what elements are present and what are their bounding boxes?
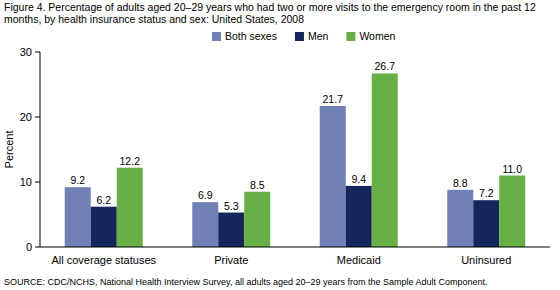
data-label: 7.2 bbox=[479, 187, 494, 199]
data-label: 21.7 bbox=[323, 93, 344, 105]
bar bbox=[499, 176, 525, 248]
x-axis bbox=[40, 247, 550, 248]
legend-label: Women bbox=[359, 30, 395, 42]
y-tick-label: 30 bbox=[20, 46, 32, 58]
y-tick-label: 20 bbox=[20, 111, 32, 123]
legend-swatch bbox=[346, 32, 355, 41]
bar bbox=[91, 207, 117, 247]
data-label: 9.4 bbox=[351, 173, 366, 185]
legend-swatch bbox=[212, 32, 221, 41]
data-label: 6.9 bbox=[198, 189, 213, 201]
bar bbox=[346, 186, 372, 247]
bar bbox=[447, 190, 473, 247]
data-label: 8.8 bbox=[453, 177, 468, 189]
y-tick-label: 10 bbox=[20, 176, 32, 188]
y-tick bbox=[35, 182, 40, 183]
data-label: 9.2 bbox=[70, 174, 85, 186]
y-tick bbox=[35, 247, 40, 248]
y-tick bbox=[35, 52, 40, 53]
y-axis bbox=[40, 52, 41, 247]
legend-swatch bbox=[295, 32, 304, 41]
source: SOURCE: CDC/NCHS, National Health Interv… bbox=[4, 277, 488, 287]
x-tick-label: Private bbox=[214, 254, 248, 266]
bar bbox=[320, 106, 346, 247]
x-tick-label: Uninsured bbox=[461, 254, 511, 266]
data-label: 8.5 bbox=[250, 179, 265, 191]
bar bbox=[244, 192, 270, 247]
y-tick bbox=[35, 117, 40, 118]
bar bbox=[372, 73, 398, 247]
title-line: months, by health insurance status and s… bbox=[4, 13, 304, 25]
y-axis-label: Percent bbox=[3, 131, 15, 169]
legend-label: Men bbox=[308, 30, 329, 42]
x-tick-label: All coverage statuses bbox=[51, 254, 156, 266]
data-label: 6.2 bbox=[96, 194, 111, 206]
y-tick-label: 0 bbox=[26, 241, 32, 253]
data-label: 5.3 bbox=[224, 200, 239, 212]
bars bbox=[65, 73, 526, 247]
title: Figure 4. Percentage of adults aged 20–2… bbox=[4, 1, 536, 25]
bar bbox=[473, 200, 499, 247]
data-label: 26.7 bbox=[375, 60, 396, 72]
bar bbox=[192, 202, 218, 247]
data-label: 11.0 bbox=[502, 163, 522, 175]
chart: Figure 4. Percentage of adults aged 20–2… bbox=[0, 0, 560, 290]
data-label: 12.2 bbox=[120, 155, 141, 167]
legend-label: Both sexes bbox=[225, 30, 277, 42]
bar bbox=[117, 168, 143, 247]
title-line: Figure 4. Percentage of adults aged 20–2… bbox=[4, 1, 536, 13]
bar bbox=[218, 213, 244, 247]
bar bbox=[65, 187, 91, 247]
x-tick-label: Medicaid bbox=[337, 254, 381, 266]
